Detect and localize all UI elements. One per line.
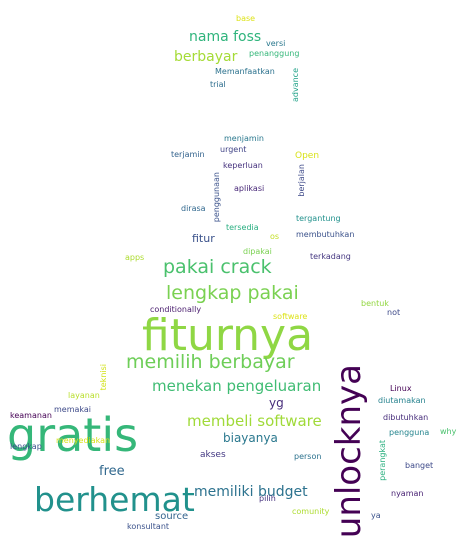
word-teknisi: teknisi [99,364,108,391]
word-fiturnya: fiturnya [142,310,314,361]
word-keamanan: keamanan [10,411,52,420]
word-berhemat: berhemat [34,480,195,519]
word-biayanya: biayanya [223,431,278,445]
word-linux: Linux [390,384,412,393]
word-dipakai: dipakai [243,247,272,256]
word-unlocknya: unlocknya [329,364,369,539]
word-penanggung: penanggung [249,49,300,58]
word-banget: banget [405,461,434,470]
word-terkadang: terkadang [310,252,351,261]
word-menyediakan: menyediakan [56,436,111,445]
word-memanfaatkan: Memanfaatkan [215,67,275,76]
word-tersedia: tersedia [226,223,259,232]
word-person: person [294,452,322,461]
word-konsultant: konsultant [127,522,170,531]
word-versi: versi [266,39,286,48]
word-comunity: comunity [292,507,330,516]
word-dibutuhkan: dibutuhkan [383,413,429,422]
word-perangkat: perangkat [378,440,387,481]
word-pengguna: pengguna [389,428,430,437]
word-berjalan: berjalan [297,164,306,197]
word-os: os [270,232,280,241]
word-memilih-berbayar: memilih berbayar [126,351,295,373]
word-ya: ya [371,511,381,520]
word-menjamin: menjamin [224,134,264,143]
word-advance: advance [291,68,300,103]
word-dirasa: dirasa [181,204,206,213]
word-terjamin: terjamin [171,150,205,159]
word-urgent: urgent [220,145,247,154]
word-trial: trial [210,80,226,89]
word-yg: yg [269,396,284,410]
word-bentuk: bentuk [361,299,389,308]
word-nama-foss: nama foss [189,29,262,45]
word-software: software [273,312,308,321]
word-lengkap: lengkap [10,442,42,451]
word-apps: apps [125,253,145,262]
word-open: Open [295,151,320,161]
word-free: free [99,464,125,479]
word-berbayar: berbayar [174,49,238,65]
word-menekan-pengeluaran: menekan pengeluaran [152,377,322,395]
word-fitur: fitur [192,232,215,245]
word-why: why [440,427,457,436]
word-not: not [387,308,401,317]
word-layanan: layanan [68,391,100,400]
word-nyaman: nyaman [391,489,424,498]
word-aplikasi: aplikasi [234,184,265,193]
word-keperluan: keperluan [223,161,263,170]
word-tergantung: tergantung [296,214,341,223]
word-memakai: memakai [54,405,92,414]
word-penggunaan: penggunaan [212,172,221,223]
word-membeli-software: membeli software [187,412,322,430]
word-lengkap-pakai: lengkap pakai [166,282,299,304]
word-base: base [236,14,256,23]
word-gratis: gratis [7,408,139,462]
word-diutamakan: diutamakan [378,396,426,405]
word-conditionally: conditionally [150,305,202,314]
word-pilih: pilih [259,494,276,503]
word-akses: akses [200,450,226,460]
word-memiliki-budget: memiliki budget [194,484,308,500]
word-pakai-crack: pakai crack [163,256,272,278]
word-source: source [155,511,189,522]
word-membutuhkan: membutuhkan [296,230,355,239]
